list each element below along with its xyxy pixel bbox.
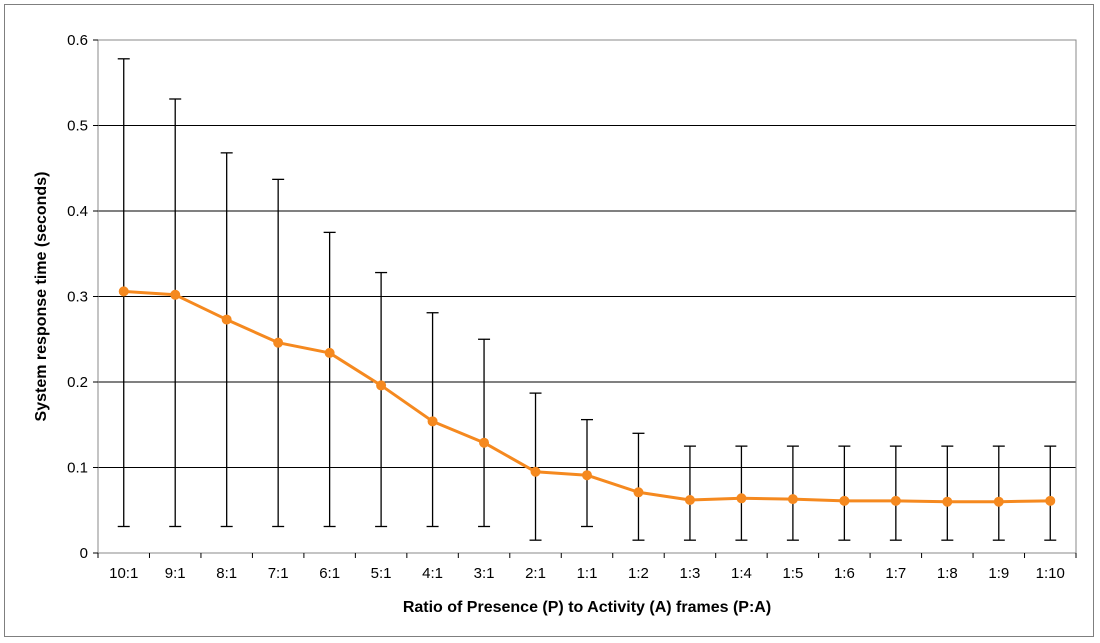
x-tick-label: 3:1 <box>474 565 495 582</box>
error-bar <box>838 445 851 541</box>
y-tick-label: 0.6 <box>67 32 88 49</box>
error-bar <box>889 445 902 541</box>
x-tick-label: 1:10 <box>1036 565 1065 582</box>
data-point <box>890 495 901 506</box>
x-tick-label: 5:1 <box>371 565 392 582</box>
data-point <box>324 347 335 358</box>
data-point <box>376 380 387 391</box>
x-tick-label: 10:1 <box>109 565 138 582</box>
error-bar <box>992 445 1005 541</box>
y-axis-title: System response time (seconds) <box>33 172 50 422</box>
y-tick-label: 0.1 <box>67 460 88 477</box>
y-tick-label: 0.2 <box>67 374 88 391</box>
data-point <box>273 337 284 348</box>
x-tick-label: 9:1 <box>165 565 186 582</box>
data-point <box>221 314 232 325</box>
error-bar <box>323 231 336 528</box>
data-point <box>787 494 798 505</box>
data-point <box>684 494 695 505</box>
error-bar <box>941 445 954 541</box>
error-bar <box>169 98 182 528</box>
error-bar <box>786 445 799 541</box>
x-tick-label: 1:1 <box>577 565 598 582</box>
error-bar <box>632 432 645 541</box>
error-bar <box>272 178 285 528</box>
x-tick-label: 1:7 <box>885 565 906 582</box>
y-tick-label: 0.3 <box>67 289 88 306</box>
data-point <box>582 470 592 481</box>
x-tick-label: 1:4 <box>731 565 752 582</box>
x-tick-label: 4:1 <box>422 565 443 582</box>
x-tick-label: 8:1 <box>216 565 237 582</box>
data-point <box>839 495 850 506</box>
data-point <box>530 466 541 477</box>
x-tick-label: 1:6 <box>834 565 855 582</box>
x-tick-label: 7:1 <box>268 565 289 582</box>
y-tick-label: 0 <box>80 545 88 562</box>
error-bar <box>478 338 491 528</box>
x-axis-title: Ratio of Presence (P) to Activity (A) fr… <box>403 599 771 616</box>
x-tick-label: 1:2 <box>628 565 649 582</box>
data-point <box>118 286 129 297</box>
data-points <box>118 286 1056 507</box>
data-point <box>942 496 953 507</box>
y-tick-label: 0.5 <box>67 118 88 135</box>
gridlines <box>98 39 1076 468</box>
data-point <box>633 487 644 498</box>
x-tick-label: 2:1 <box>525 565 546 582</box>
error-bar <box>529 392 542 541</box>
data-point <box>993 496 1004 507</box>
data-point <box>427 416 438 427</box>
error-bar <box>375 271 388 528</box>
data-point <box>170 289 181 300</box>
data-point <box>1045 495 1056 506</box>
y-tick-label: 0.4 <box>67 203 88 220</box>
error-bar <box>220 152 233 528</box>
x-tick-label: 1:3 <box>680 565 701 582</box>
x-axis-tick-labels: 10:1 9:1 8:1 7:1 6:1 5:1 4:1 3:1 2:1 1:1 1:2 1:3 1:4… <box>97 553 1077 582</box>
data-point <box>736 493 747 504</box>
x-tick-label: 1:8 <box>937 565 958 582</box>
x-tick-label: 6:1 <box>319 565 340 582</box>
x-tick-label: 1:9 <box>988 565 1009 582</box>
chart-frame <box>4 4 1094 637</box>
x-tick-label: 1:5 <box>782 565 803 582</box>
error-bar <box>1044 445 1057 541</box>
y-axis-tick-labels: 0 0.1 0.2 0.3 0.4 0.5 0.6 <box>67 32 98 562</box>
data-point <box>479 437 490 448</box>
error-bar <box>683 445 696 541</box>
error-bar <box>735 445 748 541</box>
